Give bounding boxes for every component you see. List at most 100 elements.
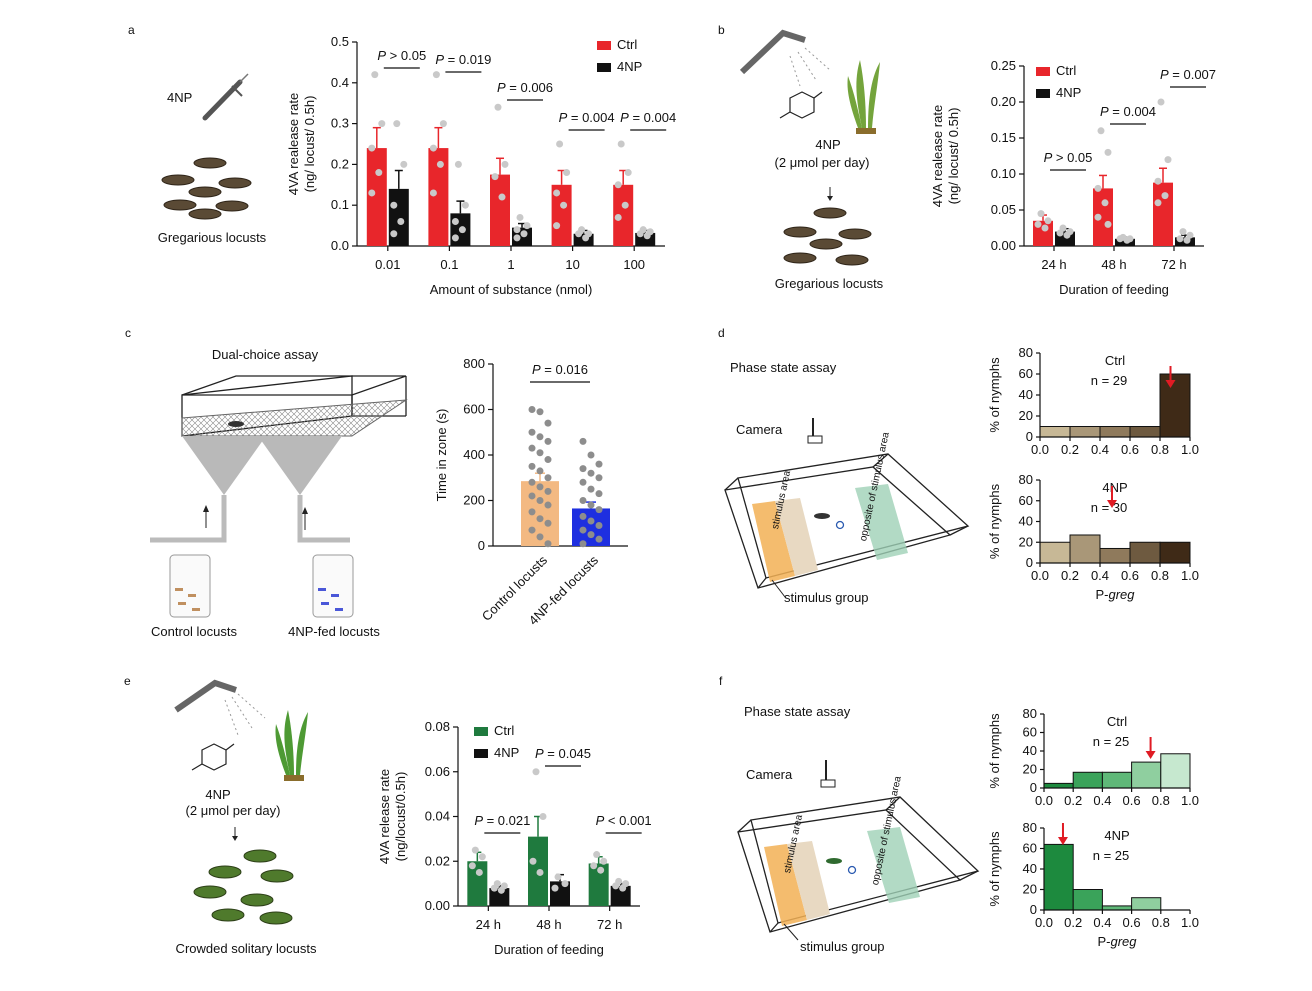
- y-axis-label: (ng/locust/0.5h): [393, 772, 408, 862]
- x-tick-label: 0.6: [1121, 568, 1139, 583]
- wheat-plant-icon: [275, 710, 308, 781]
- histogram-bar: [1101, 905, 1133, 911]
- data-point: [544, 540, 552, 548]
- data-point: [579, 540, 587, 548]
- histogram-bar: [1072, 889, 1103, 911]
- legend-swatch: [1036, 67, 1050, 76]
- histogram-bar: [1159, 541, 1191, 564]
- arena-box: [724, 453, 970, 589]
- y-tick-label: 60: [1023, 841, 1037, 856]
- data-point: [553, 189, 561, 197]
- x-tick-label: 0.0: [1035, 793, 1053, 808]
- x-tick-label: 0.8: [1152, 793, 1170, 808]
- data-point: [368, 144, 376, 152]
- data-point: [529, 857, 537, 865]
- n-label: n = 29: [1091, 373, 1128, 388]
- y-tick-label: 0.5: [331, 34, 349, 49]
- data-point: [475, 868, 483, 876]
- arrow-head-icon: [1145, 751, 1156, 759]
- data-point: [1101, 199, 1109, 207]
- y-tick-label: 0.2: [331, 156, 349, 171]
- x-tick-label: 0.6: [1121, 442, 1139, 457]
- data-point: [587, 451, 595, 459]
- group-label: 4NP: [1104, 828, 1129, 843]
- data-point: [587, 531, 595, 539]
- x-tick-label: 100: [623, 257, 645, 272]
- y-tick-label: 400: [463, 447, 485, 462]
- p-value-label: P = 0.045: [535, 746, 591, 761]
- x-tick-label: 1.0: [1181, 793, 1199, 808]
- panel-b-illustration: [739, 29, 880, 266]
- x-tick-label: 0.8: [1152, 915, 1170, 930]
- bar: [613, 184, 634, 246]
- data-point: [1034, 220, 1042, 228]
- data-point: [624, 169, 632, 177]
- opposite-area-zone: [855, 484, 908, 560]
- p-value-label: P = 0.006: [497, 80, 553, 95]
- panel-d-illustration: [724, 418, 970, 598]
- charts-layer: 0.00.10.20.30.40.50.01P > 0.050.1P = 0.0…: [286, 34, 1216, 957]
- legend-swatch: [474, 749, 488, 758]
- x-tick-label: 24 h: [1041, 257, 1066, 272]
- stimulus-group-label: stimulus group: [784, 590, 869, 605]
- stimulus-area-zone: [775, 498, 818, 576]
- data-point: [595, 506, 603, 514]
- data-point: [536, 408, 544, 416]
- data-point: [560, 201, 568, 209]
- histogram-bar: [1101, 771, 1133, 789]
- legend-swatch: [1036, 89, 1050, 98]
- x-tick-label: 10: [565, 257, 579, 272]
- data-point: [579, 478, 587, 486]
- data-point: [612, 882, 620, 890]
- chemical-structure-icon: [191, 743, 235, 771]
- camera-label: Camera: [736, 422, 783, 437]
- data-point: [587, 485, 595, 493]
- locust-icon: [814, 513, 830, 519]
- y-axis-label: 4VA release rate: [377, 769, 392, 864]
- arrow-head-icon: [1107, 500, 1117, 508]
- funnel-left: [182, 436, 266, 495]
- x-tick-label: 0.6: [1123, 915, 1141, 930]
- data-point: [1179, 228, 1187, 236]
- histogram-bar: [1159, 373, 1191, 438]
- data-point: [579, 512, 587, 520]
- data-point: [390, 201, 398, 209]
- histogram-bar: [1072, 771, 1103, 789]
- x-axis-label: Amount of substance (nmol): [430, 282, 593, 297]
- y-tick-label: 60: [1019, 366, 1033, 381]
- data-point: [536, 868, 544, 876]
- histogram-bar: [1131, 897, 1162, 911]
- x-tick-label: 1: [507, 257, 514, 272]
- x-tick-label: 0.2: [1064, 793, 1082, 808]
- camera-icon: [807, 418, 823, 444]
- data-point: [478, 853, 486, 861]
- data-point: [520, 230, 528, 238]
- data-point: [544, 501, 552, 509]
- data-point: [551, 884, 559, 892]
- compound-label: 4NP: [205, 787, 231, 802]
- histogram-bar: [1069, 426, 1101, 438]
- bar: [1153, 182, 1173, 246]
- data-point: [1037, 210, 1045, 218]
- mesh-floor: [181, 399, 408, 437]
- histogram-bar: [1043, 843, 1074, 911]
- data-point: [595, 490, 603, 498]
- y-tick-label: 0.1: [331, 197, 349, 212]
- dose-label: (2 μmol per day): [185, 803, 281, 818]
- lamp-icon: [174, 679, 266, 736]
- bar: [588, 863, 609, 906]
- legend-label: Ctrl: [494, 723, 514, 738]
- panel-label-f: f: [719, 674, 723, 688]
- data-point: [516, 213, 524, 221]
- data-point: [536, 449, 544, 457]
- histogram-bar: [1129, 541, 1161, 564]
- y-tick-label: 60: [1023, 725, 1037, 740]
- data-point: [536, 467, 544, 475]
- n-label: n = 25: [1093, 734, 1130, 749]
- data-point: [536, 515, 544, 523]
- legend-swatch: [474, 727, 488, 736]
- data-point: [579, 497, 587, 504]
- data-point: [451, 218, 459, 226]
- x-tick-label: 1.0: [1181, 568, 1199, 583]
